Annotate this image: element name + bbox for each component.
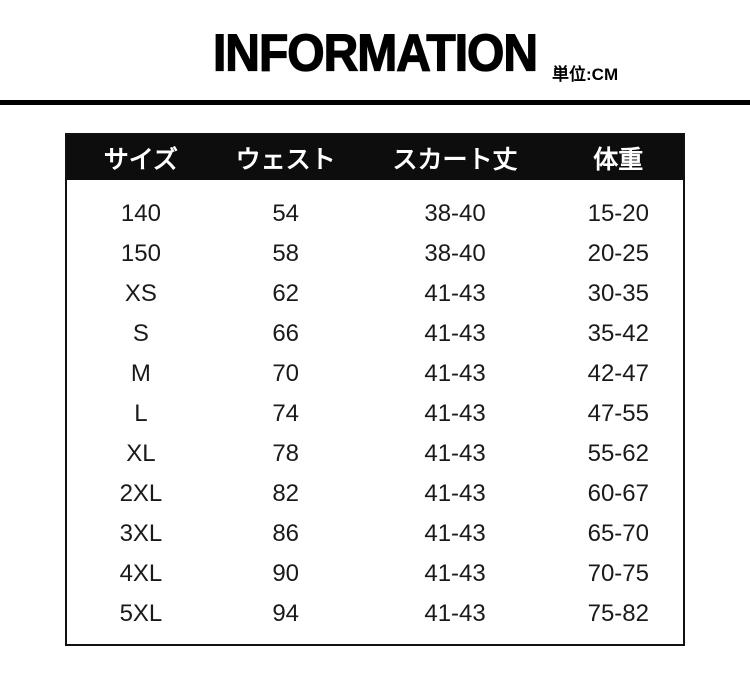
table-cell: 78: [272, 440, 300, 467]
table-cell: L: [134, 400, 148, 427]
table-cell: 5XL: [119, 600, 163, 627]
table-row: 4XL 90 41-43 70-75: [67, 554, 683, 594]
table-row: 3XL 86 41-43 65-70: [67, 514, 683, 554]
table-cell: 4XL: [119, 560, 163, 587]
table-cell: 47-55: [587, 400, 649, 427]
table-row: L 74 41-43 47-55: [67, 394, 683, 434]
size-table-header: サイズ ウェスト スカート丈 体重: [67, 135, 683, 180]
table-cell: 41-43: [424, 480, 486, 507]
table-cell: 38-40: [424, 200, 486, 227]
table-cell: 60-67: [587, 480, 649, 507]
table-cell: 150: [120, 240, 161, 267]
table-cell: 41-43: [424, 520, 486, 547]
table-cell: 90: [272, 560, 300, 587]
table-cell: 2XL: [119, 480, 163, 507]
table-cell: 20-25: [587, 240, 649, 267]
table-cell: XL: [126, 440, 156, 467]
table-row: M 70 41-43 42-47: [67, 354, 683, 394]
table-row: 150 58 38-40 20-25: [67, 234, 683, 274]
table-cell: 70-75: [587, 560, 649, 587]
table-cell: 54: [272, 200, 300, 227]
table-row: XS 62 41-43 30-35: [67, 274, 683, 314]
header-cell: ウェスト: [235, 145, 336, 174]
table-cell: M: [130, 360, 151, 387]
table-cell: 41-43: [424, 280, 486, 307]
table-cell: S: [132, 320, 149, 347]
table-row: S 66 41-43 35-42: [67, 314, 683, 354]
table-cell: 42-47: [587, 360, 649, 387]
table-cell: 75-82: [587, 600, 649, 627]
title-area: INFORMATION 単位:CM: [0, 0, 750, 105]
table-row: 140 54 38-40 15-20: [67, 194, 683, 234]
table-cell: 65-70: [587, 520, 649, 547]
table-cell: 70: [272, 360, 300, 387]
size-table: サイズ ウェスト スカート丈 体重 140 54 38-40 15-20 150 58 38-40…: [65, 133, 685, 646]
table-cell: 41-43: [424, 320, 486, 347]
header-cell: 体重: [593, 145, 644, 174]
table-cell: 35-42: [587, 320, 649, 347]
table-cell: 3XL: [119, 520, 163, 547]
table-cell: 86: [272, 520, 300, 547]
table-cell: 38-40: [424, 240, 486, 267]
table-cell: XS: [124, 280, 157, 307]
table-cell: 55-62: [587, 440, 649, 467]
table-row: 2XL 82 41-43 60-67: [67, 474, 683, 514]
table-cell: 41-43: [424, 360, 486, 387]
table-row: XL 78 41-43 55-62: [67, 434, 683, 474]
table-cell: 41-43: [424, 560, 486, 587]
table-cell: 140: [120, 200, 161, 227]
header-cell: スカート丈: [392, 145, 518, 174]
table-cell: 30-35: [587, 280, 649, 307]
table-cell: 66: [272, 320, 300, 347]
header-cell: サイズ: [103, 145, 179, 174]
page-title: INFORMATION: [212, 24, 538, 83]
size-table-body: 140 54 38-40 15-20 150 58 38-40 20-25 XS 62 41-43 3…: [67, 180, 683, 644]
table-cell: 62: [272, 280, 300, 307]
table-cell: 15-20: [587, 200, 649, 227]
table-cell: 74: [272, 400, 300, 427]
title-divider: [0, 100, 750, 105]
table-row: 5XL 94 41-43 75-82: [67, 594, 683, 634]
table-cell: 41-43: [424, 600, 486, 627]
table-cell: 82: [272, 480, 300, 507]
table-cell: 41-43: [424, 400, 486, 427]
table-cell: 58: [272, 240, 300, 267]
table-cell: 41-43: [424, 440, 486, 467]
table-cell: 94: [272, 600, 300, 627]
unit-label: 単位:CM: [552, 65, 619, 84]
